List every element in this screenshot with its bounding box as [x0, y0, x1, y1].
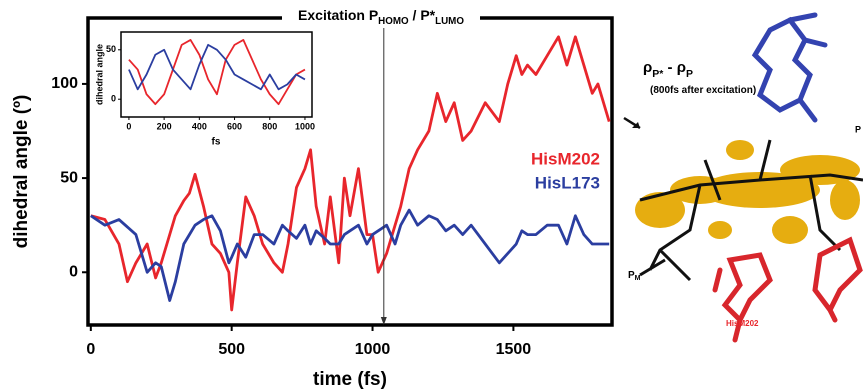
y-tick-label: 50	[106, 44, 116, 54]
subscript: LUMO	[435, 16, 464, 27]
x-tick-label: 1500	[496, 341, 532, 358]
density-note: (800fs after excitation)	[650, 85, 756, 96]
text-part: - ρ	[663, 59, 686, 76]
x-tick-label: 0	[86, 341, 95, 358]
text-part: / P*	[409, 7, 436, 23]
figure: ρP* - ρP (800fs after excitation) PM His…	[0, 0, 863, 390]
x-axis-label: fs	[212, 137, 221, 148]
x-tick-label: 400	[192, 121, 207, 131]
subscript: M	[635, 275, 641, 282]
note-text: (800fs after excitation)	[650, 85, 756, 96]
x-tick-label: 500	[218, 341, 245, 358]
legend-entry: HisM202	[531, 149, 600, 168]
x-tick-label: 1000	[355, 341, 391, 358]
x-tick-label: 1000	[295, 121, 315, 131]
y-tick-label: 50	[60, 169, 78, 186]
legend-entry: HisL173	[535, 173, 600, 192]
x-axis-label: time (fs)	[313, 369, 387, 390]
plot-area	[121, 32, 312, 117]
x-tick-label: 800	[262, 121, 277, 131]
y-tick-label: 0	[69, 263, 78, 280]
y-axis-label: dihedral angle	[94, 44, 104, 105]
subscript: P	[686, 68, 693, 80]
y-tick-label: 100	[51, 75, 78, 92]
y-axis-label: dihedral angle (º)	[11, 95, 32, 249]
text-part: ρ	[643, 59, 652, 76]
x-tick-label: 200	[157, 121, 172, 131]
his-label: HisM202	[726, 319, 759, 328]
text-part: Excitation P	[298, 7, 378, 23]
y-tick-label: 0	[111, 94, 116, 104]
x-tick-label: 0	[126, 121, 131, 131]
subscript: HOMO	[378, 16, 409, 27]
pm-label: PM	[628, 270, 641, 283]
molecule-image: ρP* - ρP (800fs after excitation) PM His…	[624, 15, 863, 340]
p-label: P	[855, 124, 861, 134]
x-tick-label: 600	[227, 121, 242, 131]
density-label: ρP* - ρP	[643, 59, 693, 80]
